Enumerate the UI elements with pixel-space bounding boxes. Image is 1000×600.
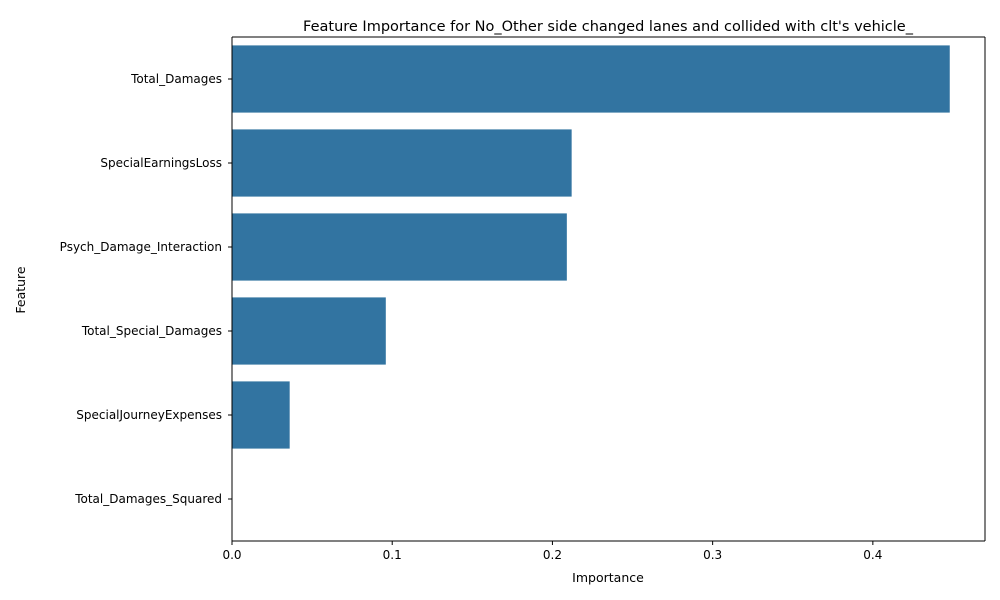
y-axis-label: Feature <box>13 266 28 314</box>
x-tick-label: 0.2 <box>543 548 562 562</box>
x-tick-label: 0.1 <box>383 548 402 562</box>
bar-Psych_Damage_Interaction <box>232 213 567 281</box>
bar-SpecialEarningsLoss <box>232 129 572 197</box>
y-tick-label: Total_Damages <box>130 72 222 86</box>
bars-layer <box>232 45 950 449</box>
y-tick-label: SpecialEarningsLoss <box>100 156 222 170</box>
y-tick-label: SpecialJourneyExpenses <box>76 408 222 422</box>
x-tick-label: 0.3 <box>703 548 722 562</box>
bar-Total_Damages <box>232 45 950 113</box>
bar-Total_Special_Damages <box>232 297 386 365</box>
x-tick-label: 0.4 <box>863 548 882 562</box>
x-axis-label: Importance <box>572 570 644 585</box>
bar-SpecialJourneyExpenses <box>232 381 290 449</box>
y-tick-label: Psych_Damage_Interaction <box>60 240 222 254</box>
chart-title: Feature Importance for No_Other side cha… <box>303 19 914 35</box>
x-tick-label: 0.0 <box>222 548 241 562</box>
y-tick-label: Total_Special_Damages <box>81 324 222 338</box>
y-tick-label: Total_Damages_Squared <box>74 492 222 506</box>
axes-layer: Total_Damages SpecialEarningsLoss Psych_Da… <box>60 36 986 562</box>
